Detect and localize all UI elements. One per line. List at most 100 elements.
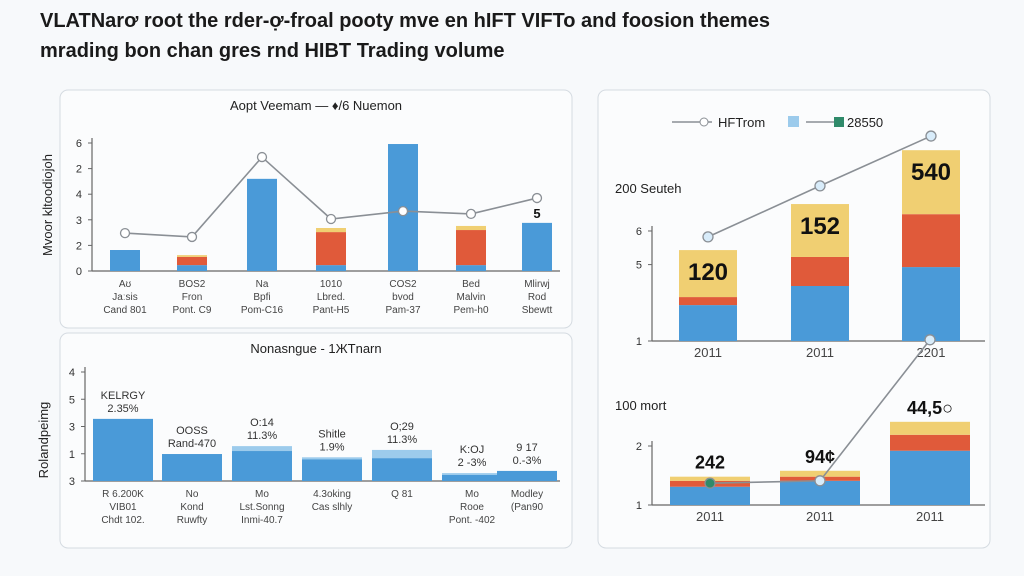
x-tick-label: Cas slhly <box>312 502 353 513</box>
legend-square-icon <box>834 117 844 127</box>
x-tick-label: 2011 <box>694 345 722 360</box>
x-tick-label: 2011 <box>806 345 834 360</box>
bar-segment-blue <box>110 250 140 271</box>
bar-label: KELRGY <box>101 390 146 402</box>
x-tick-label: Cand 801 <box>103 305 147 316</box>
bar-segment-blue <box>232 451 292 481</box>
bar-segment-red <box>890 434 970 451</box>
x-tick-label: Pont. C9 <box>173 305 212 316</box>
y-tick-label: 6 <box>636 226 642 238</box>
x-tick-label: Kond <box>180 502 203 513</box>
bar-segment-blue <box>247 178 277 271</box>
bar-label: Rand-470 <box>168 438 216 450</box>
line-point <box>325 213 337 225</box>
bar-segment-red <box>316 232 346 266</box>
chart-title: Aopt Veemam — ♦/6 Nuemon <box>230 98 402 113</box>
bar-segment-blue <box>162 454 222 481</box>
line-point <box>925 130 937 142</box>
bar-segment-blue <box>442 475 502 481</box>
x-tick-label: 2011 <box>806 509 834 524</box>
bar-segment-blue <box>93 418 153 481</box>
x-tick-label: Rooe <box>460 502 484 513</box>
y-axis-label: 100 mort <box>615 398 667 413</box>
bar-segment-yellow <box>791 204 849 257</box>
bar-value-label: 44,5○ <box>907 398 953 418</box>
x-tick-label: VIB01 <box>109 502 137 513</box>
x-tick-label: Mo <box>465 489 479 500</box>
bar-label: 9 17 <box>516 442 537 454</box>
x-tick-label: Mo <box>255 489 269 500</box>
x-tick-label: Pom-C16 <box>241 305 284 316</box>
x-tick-label: Mlirwj <box>524 279 550 290</box>
bar-segment-blue <box>497 470 557 481</box>
line-point <box>119 227 131 239</box>
chart-title-line-2: mrading bon chan gres rnd HIBT Trading v… <box>40 40 505 62</box>
y-tick-label: 4 <box>76 189 82 201</box>
y-tick-label: 5 <box>69 394 75 406</box>
x-tick-label: Modley <box>511 489 543 500</box>
bar-segment-yellow <box>780 470 860 477</box>
y-axis-label: Mvoor kltoodiojoh <box>40 154 55 256</box>
x-tick-label: Aʊ <box>119 279 132 290</box>
y-tick-label: 5 <box>636 260 642 272</box>
x-tick-label: BOS2 <box>179 279 206 290</box>
x-tick-label: Rod <box>528 292 546 303</box>
chart-title: Nonasngue - 1ЖTnarn <box>250 341 381 356</box>
bar-segment-blue <box>456 265 486 271</box>
line-point <box>702 231 714 243</box>
y-axis-label: 200 Seuteh <box>615 181 682 196</box>
bar-label: O:14 <box>250 417 274 429</box>
x-tick-label: Q 81 <box>391 489 413 500</box>
bar-segment-blue <box>177 265 207 271</box>
y-tick-label: 6 <box>76 138 82 150</box>
y-tick-label: 1 <box>636 500 642 512</box>
x-tick-label: Pam-37 <box>385 305 420 316</box>
bar-segment-yellow <box>316 227 346 233</box>
bar-label: O;29 <box>390 421 414 433</box>
x-tick-label: Pont. -402 <box>449 515 496 526</box>
bar-label: K:OJ <box>460 444 484 456</box>
line-point <box>814 180 826 192</box>
x-tick-label: Malvin <box>457 292 486 303</box>
y-axis-label: Rolandpeimg <box>36 402 51 479</box>
x-tick-label: Pem-h0 <box>453 305 488 316</box>
panel-bottom-left <box>59 332 573 549</box>
bar-segment-blue <box>316 265 346 271</box>
bar-segment-red <box>679 297 737 306</box>
bar-label: 2 -3% <box>458 457 487 469</box>
bar-segment-light_blue <box>232 446 292 452</box>
bar-segment-red <box>791 256 849 286</box>
x-tick-label: Fron <box>182 292 203 303</box>
bar-label: 2.35% <box>107 403 138 415</box>
bar-segment-yellow <box>902 150 960 215</box>
line-point <box>531 192 543 204</box>
x-tick-label: Sbewtt <box>522 305 553 316</box>
bar-segment-red <box>177 256 207 266</box>
x-tick-label: Pant-H5 <box>313 305 350 316</box>
bar-label: 1.9% <box>319 441 344 453</box>
bar-segment-yellow <box>679 250 737 298</box>
bar-segment-blue <box>670 486 750 505</box>
x-tick-label: 4.3oking <box>313 489 351 500</box>
legend-square-icon <box>788 116 799 127</box>
x-tick-label: 2011 <box>696 509 724 524</box>
bar-segment-red <box>456 230 486 266</box>
legend-label: HFTrom <box>718 115 765 130</box>
bar-value-label: 242 <box>695 453 725 473</box>
bar-segment-blue <box>791 285 849 341</box>
x-tick-label: R 6.200K <box>102 489 144 500</box>
bar-label: 0.-3% <box>513 455 542 467</box>
bar-segment-blue <box>522 222 552 271</box>
line-point <box>186 231 198 243</box>
x-tick-label: (Pan90 <box>511 502 544 513</box>
x-tick-label: Bed <box>462 279 480 290</box>
line-point <box>924 334 936 346</box>
x-tick-label: 1010 <box>320 279 343 290</box>
line-point <box>397 205 409 217</box>
x-tick-label: No <box>186 489 199 500</box>
line-point <box>704 477 716 489</box>
bar-segment-yellow <box>890 421 970 435</box>
bar-segment-blue <box>902 267 960 341</box>
x-tick-label: Jaːsis <box>112 292 138 303</box>
